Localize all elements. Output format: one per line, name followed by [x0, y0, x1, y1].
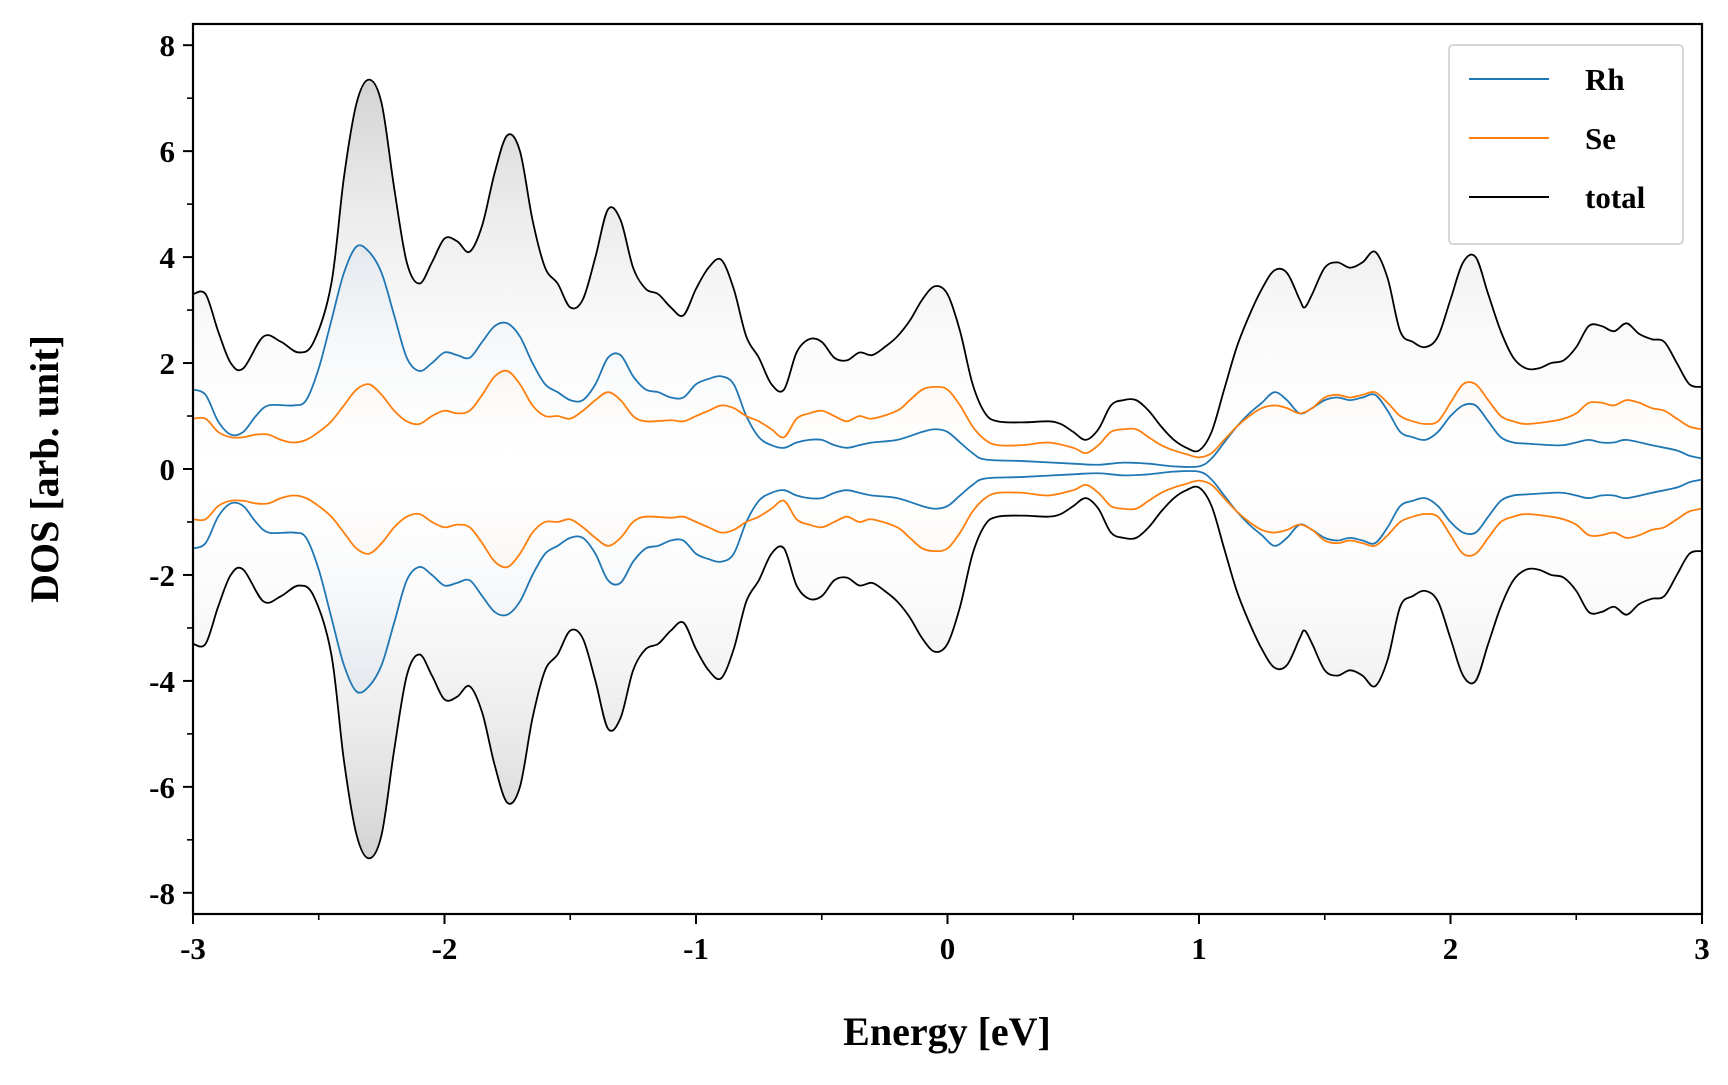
total-line-negative — [193, 485, 1702, 860]
total-line-positive — [193, 78, 1702, 453]
axes: -3 -2 -1 0 1 2 3 8 6 4 2 0 -2 -4 -6 -8 — [149, 22, 1710, 966]
x-tick-label: 0 — [940, 931, 956, 966]
y-tick-label: -8 — [149, 876, 175, 911]
y-tick-label: 6 — [160, 134, 176, 169]
x-tick-label: 1 — [1191, 931, 1207, 966]
series-lines — [193, 78, 1702, 860]
total-fill-negative — [193, 469, 1702, 859]
x-tick-label: -1 — [683, 931, 709, 966]
y-tick-label: 2 — [160, 346, 176, 381]
fill-areas — [193, 79, 1702, 859]
y-axis-title: DOS [arb. unit] — [22, 335, 67, 603]
y-tick-label: 4 — [160, 240, 176, 275]
legend-label-total: total — [1585, 180, 1646, 215]
se-line-negative — [193, 479, 1702, 569]
rh-line-positive — [193, 244, 1702, 468]
legend-label-se: Se — [1585, 121, 1616, 156]
se-fill-positive — [193, 370, 1702, 469]
x-tick-label: 2 — [1443, 931, 1459, 966]
se-line-positive — [193, 369, 1702, 459]
y-tick-label: -6 — [149, 770, 175, 805]
y-tick-label: -4 — [149, 664, 175, 699]
legend-label-rh: Rh — [1585, 62, 1625, 97]
total-fill-positive — [193, 79, 1702, 469]
y-tick-label: -2 — [149, 558, 175, 593]
x-tick-label: 3 — [1694, 931, 1710, 966]
x-tick-label: -3 — [180, 931, 206, 966]
legend: Rh Se total — [1448, 44, 1684, 245]
x-tick-label: -2 — [432, 931, 458, 966]
legend-box — [1448, 44, 1684, 245]
y-tick-label: 0 — [160, 452, 176, 487]
y-tick-label: 8 — [160, 28, 176, 63]
x-axis-title: Energy [eV] — [843, 1009, 1051, 1054]
se-fill-negative — [193, 469, 1702, 568]
rh-line-negative — [193, 470, 1702, 694]
